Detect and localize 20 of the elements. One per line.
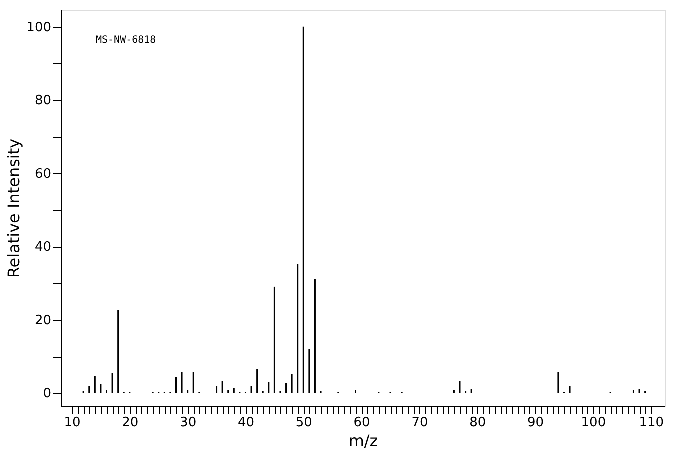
y-tick-label: 0: [43, 386, 52, 402]
x-tick-label: 20: [122, 416, 139, 430]
annotation: MS-NW-6818: [96, 35, 156, 46]
x-tick-label: 60: [354, 416, 370, 430]
x-tick-label: 10: [64, 416, 81, 430]
y-tick-label: 20: [34, 313, 52, 328]
x-tick-label: 110: [639, 416, 664, 430]
y-tick-label: 40: [34, 240, 52, 256]
x-tick-label: 80: [470, 416, 486, 430]
x-tick-label: 50: [296, 416, 312, 430]
x-tick-label: 100: [581, 416, 606, 430]
x-axis-title: m/z: [348, 432, 378, 450]
x-tick-label: 30: [180, 416, 197, 430]
y-tick-label: 80: [34, 94, 52, 109]
y-tick-label: 100: [26, 20, 52, 36]
x-tick-label: 40: [238, 416, 255, 430]
x-tick-label: 90: [528, 416, 544, 430]
x-tick-label: 70: [412, 416, 428, 430]
y-tick-label: 60: [34, 166, 52, 182]
y-axis-title: Relative Intensity: [4, 138, 24, 278]
